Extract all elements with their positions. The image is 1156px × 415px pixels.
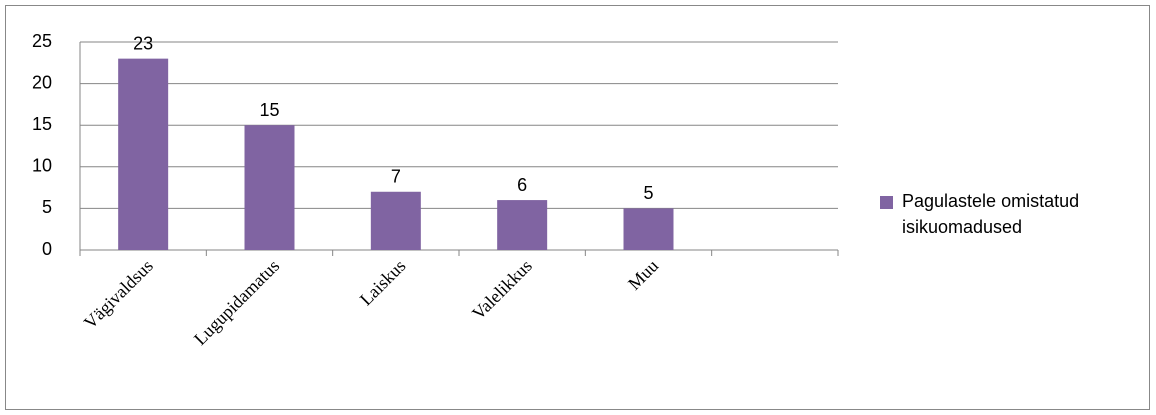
x-tick-label: Valelikkus xyxy=(468,256,536,324)
bar xyxy=(497,200,548,250)
x-tick-label: Lugupidamatus xyxy=(190,256,283,349)
y-tick-label: 10 xyxy=(32,156,52,176)
data-label: 15 xyxy=(259,100,279,120)
bar xyxy=(244,125,295,250)
y-tick-label: 25 xyxy=(32,31,52,51)
bar xyxy=(623,208,674,250)
data-label: 6 xyxy=(517,175,527,195)
x-tick-label: Muu xyxy=(624,256,662,294)
x-tick-label: Vägivaldsus xyxy=(80,256,157,333)
legend-swatch xyxy=(880,196,893,209)
y-tick-label: 0 xyxy=(42,239,52,259)
bar xyxy=(118,58,169,250)
y-tick-label: 15 xyxy=(32,114,52,134)
data-label: 23 xyxy=(133,33,153,53)
y-tick-label: 20 xyxy=(32,72,52,92)
data-label: 5 xyxy=(643,183,653,203)
bar xyxy=(370,191,421,250)
chart-border xyxy=(5,5,1150,410)
legend-label: Pagulastele omistatud isikuomadused xyxy=(902,191,1080,237)
y-tick-label: 5 xyxy=(42,197,52,217)
data-label: 7 xyxy=(391,167,401,187)
x-tick-label: Laiskus xyxy=(356,256,410,310)
